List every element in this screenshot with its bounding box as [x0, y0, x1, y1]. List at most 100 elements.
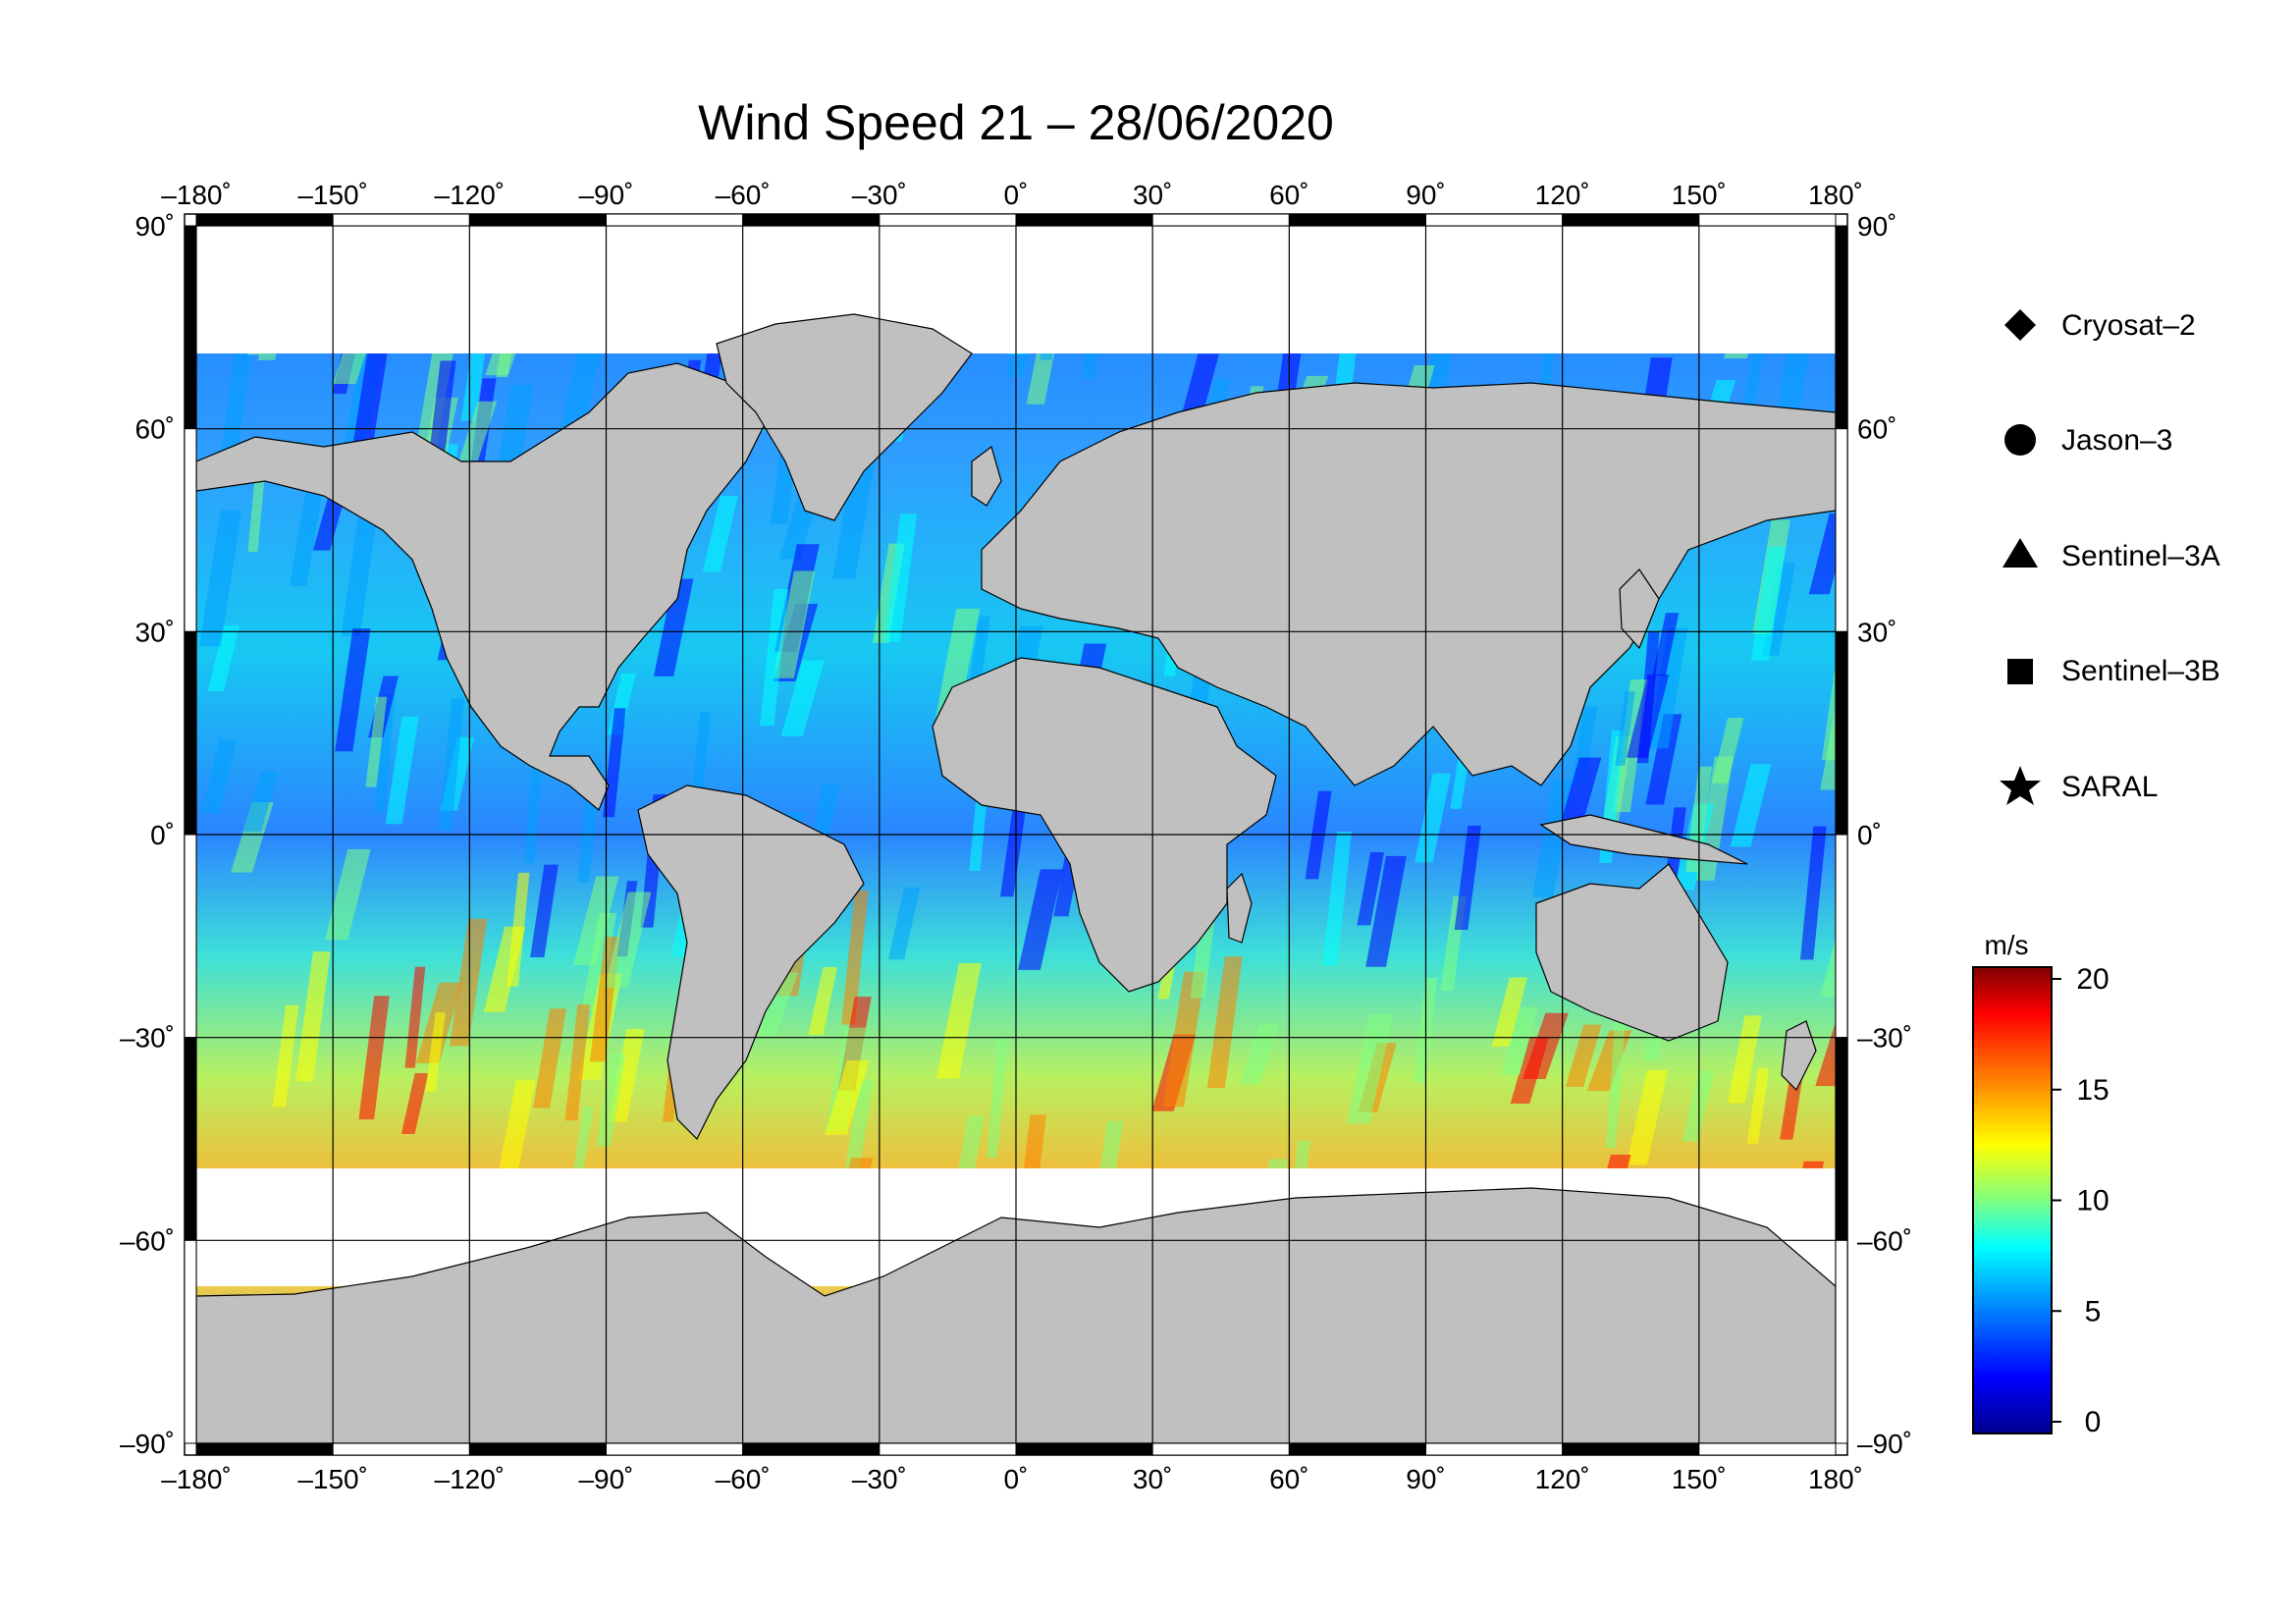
- wind-swath: [341, 501, 380, 636]
- eurasia: [981, 382, 1836, 786]
- colorbar: m/s 20 15 10 5 0: [1972, 930, 2109, 1438]
- frame-segment: [1562, 213, 1700, 227]
- wind-swath: [243, 771, 279, 832]
- lat-labels-left: 90˚ 60˚ 30˚ 0˚ –30˚ –60˚ –90˚: [120, 211, 175, 1459]
- wind-swath: [1501, 1006, 1539, 1076]
- wind-swath: [1018, 869, 1063, 970]
- colorbar-ticks: 20 15 10 5 0: [2052, 963, 2109, 1438]
- colorbar-tick-label: 20: [2076, 963, 2109, 996]
- wind-swath: [1557, 757, 1602, 836]
- wind-swath: [1415, 773, 1452, 863]
- wind-swath: [1746, 1067, 1770, 1144]
- frame-segment: [1015, 1442, 1153, 1456]
- wind-swath: [425, 1012, 446, 1092]
- wind-swath: [841, 890, 869, 1025]
- wind-swath: [199, 510, 242, 647]
- wind-swath: [1615, 691, 1635, 766]
- wind-swath: [1820, 938, 1836, 998]
- map-title: Wind Speed 21 – 28/06/2020: [698, 95, 1334, 150]
- lon-tick-label: –30˚: [852, 1464, 907, 1494]
- lat-tick-label: 0˚: [150, 820, 175, 850]
- lon-tick-label: 180˚: [1808, 1464, 1863, 1494]
- wind-swath: [832, 445, 879, 579]
- wind-swath: [933, 608, 981, 731]
- lon-tick-label: –180˚: [161, 180, 232, 210]
- colorbar-tick-label: 10: [2076, 1185, 2109, 1217]
- frame-segment: [1835, 225, 1848, 430]
- wind-swath: [1626, 1069, 1669, 1165]
- diamond-icon: [2004, 309, 2036, 341]
- lon-tick-label: –90˚: [578, 180, 633, 210]
- lat-tick-label: 90˚: [135, 211, 175, 242]
- star-icon: [2000, 766, 2041, 805]
- wind-swath: [439, 698, 464, 831]
- lon-tick-label: 0˚: [1004, 180, 1029, 210]
- wind-swath: [1682, 1070, 1715, 1142]
- wind-swath: [773, 570, 816, 678]
- wind-swath: [1565, 1024, 1602, 1088]
- wind-swath: [358, 996, 390, 1120]
- frame-segment: [184, 630, 197, 836]
- wind-swath: [449, 918, 488, 1047]
- frame-segment: [184, 1239, 197, 1444]
- madagascar: [1226, 872, 1253, 944]
- wind-swath: [416, 324, 458, 447]
- wind-swath: [530, 864, 559, 958]
- lat-tick-label: 90˚: [1857, 211, 1896, 242]
- frame-segment: [1835, 834, 1848, 1039]
- wind-swath: [1741, 345, 1765, 415]
- wind-swath: [1522, 1012, 1569, 1080]
- lon-labels-top: –180˚ –150˚ –120˚ –90˚ –60˚ –30˚ 0˚ 30˚ 60˚ 90˚ 12…: [161, 180, 1863, 210]
- lat-tick-label: 30˚: [135, 617, 175, 647]
- wind-swath: [289, 485, 324, 587]
- lon-tick-label: –150˚: [297, 180, 368, 210]
- frame-segment: [1425, 1442, 1564, 1456]
- frame-segment: [184, 1037, 197, 1241]
- circle-icon: [2004, 424, 2036, 456]
- frame-segment: [184, 428, 197, 632]
- lon-tick-label: 120˚: [1535, 1464, 1590, 1494]
- lat-tick-label: –90˚: [1857, 1429, 1912, 1459]
- lon-tick-label: 30˚: [1133, 180, 1172, 210]
- frame-segment: [195, 213, 334, 227]
- wind-swath: [1648, 627, 1688, 749]
- wind-swath: [312, 490, 347, 551]
- frame-segment: [1698, 213, 1837, 227]
- wind-swath: [201, 739, 238, 814]
- greenland: [716, 313, 973, 521]
- wind-swath: [1626, 675, 1670, 758]
- lat-tick-label: 60˚: [135, 414, 175, 445]
- frame-segment: [1835, 428, 1848, 632]
- map-area: [196, 226, 1836, 1443]
- wind-swath: [780, 660, 825, 736]
- frame-segment: [1288, 213, 1427, 227]
- wind-swath: [1645, 714, 1682, 805]
- wind-swath: [887, 887, 921, 960]
- wind-swath: [335, 628, 371, 752]
- legend-item-sentinel-3a: Sentinel–3A: [2002, 538, 2220, 572]
- legend-label: Cryosat–2: [2061, 309, 2196, 342]
- lon-tick-label: –120˚: [435, 1464, 506, 1494]
- wind-swath: [1820, 707, 1836, 790]
- colorbar-tick-label: 5: [2085, 1295, 2102, 1327]
- wind-swath: [967, 616, 991, 697]
- indonesia: [1539, 814, 1748, 865]
- lon-tick-label: 150˚: [1672, 180, 1727, 210]
- colorbar-tick-label: 15: [2076, 1074, 2109, 1107]
- wind-swath: [564, 1004, 591, 1121]
- wind-swath: [1365, 855, 1407, 967]
- frame-segment: [332, 213, 470, 227]
- wind-swath: [596, 1053, 626, 1147]
- north-america: [196, 362, 767, 811]
- wind-swath: [935, 963, 982, 1079]
- wind-swath: [1240, 1023, 1280, 1085]
- wind-swath: [572, 876, 619, 966]
- wind-swath: [1346, 1013, 1394, 1124]
- colorbar-unit: m/s: [1984, 930, 2028, 960]
- wind-swath: [385, 716, 419, 825]
- wind-swath: [1531, 779, 1575, 897]
- frame-segment: [606, 1442, 744, 1456]
- frame-segment: [1835, 1239, 1848, 1444]
- wind-swath: [825, 1059, 870, 1135]
